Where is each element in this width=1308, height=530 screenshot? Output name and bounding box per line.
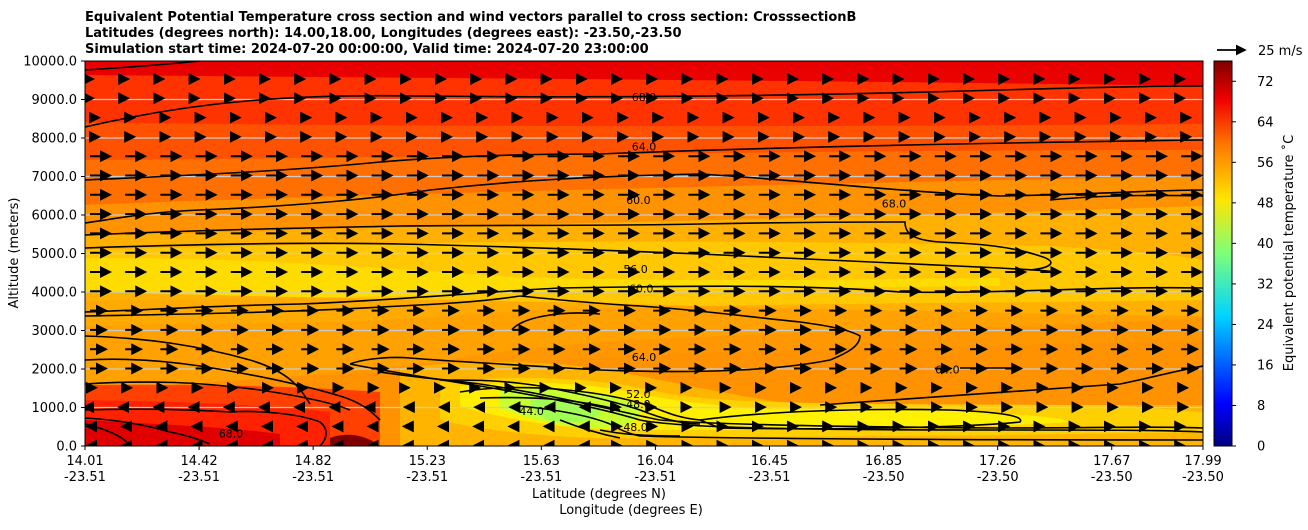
y-tick-label: 1000.0 xyxy=(32,401,78,416)
contour-label: 64.0 xyxy=(632,351,657,364)
y-tick-label: 5000.0 xyxy=(32,247,78,262)
x-tick-label-lat: 17.67 xyxy=(1093,454,1130,469)
wind-vectors xyxy=(85,73,1203,446)
colorbar-tick-label: 72 xyxy=(1257,75,1274,90)
x-tick-label-lat: 17.99 xyxy=(1184,454,1221,469)
contour-label: 48.0 xyxy=(623,421,648,434)
y-tick-label: 7000.0 xyxy=(32,170,78,185)
y-tick-label: 6000.0 xyxy=(32,209,78,224)
chart-title-line-2: Latitudes (degrees north): 14.00,18.00, … xyxy=(85,26,682,41)
x-tick-label-lon: -23.51 xyxy=(634,470,676,485)
x-tick-label-lon: -23.50 xyxy=(977,470,1019,485)
x-tick-label-lat: 16.85 xyxy=(865,454,902,469)
contour-label: 48.0 xyxy=(626,398,651,411)
contour-label-text: 64.0 xyxy=(935,363,960,376)
x-tick-label-lon: -23.51 xyxy=(292,470,334,485)
colorbar-gradient xyxy=(1213,60,1233,447)
contour-label: 68.0 xyxy=(219,428,244,441)
colorbar-tick-label: 64 xyxy=(1257,115,1274,130)
x-tick-label-lat: 14.01 xyxy=(66,454,103,469)
x-tick-label-lon: -23.51 xyxy=(178,470,220,485)
x-tick-label-lat: 15.63 xyxy=(523,454,560,469)
x-axis: 14.01-23.5114.42-23.5114.82-23.5115.23-2… xyxy=(64,446,1224,485)
x-tick-label-lat: 16.04 xyxy=(637,454,674,469)
y-tick-label: 3000.0 xyxy=(32,324,78,339)
y-tick-label: 8000.0 xyxy=(32,132,78,147)
contour-label-text: 68.0 xyxy=(219,428,244,441)
contour-label-text: 60.0 xyxy=(626,194,651,207)
y-tick-label: 10000.0 xyxy=(23,55,77,70)
contour-label-text: 64.0 xyxy=(632,140,657,153)
y-tick-label: 0.0 xyxy=(56,440,77,455)
contour-labels: 68.064.060.056.060.064.052.048.048.044.0… xyxy=(219,91,960,441)
contour-label-text: 48.0 xyxy=(623,421,648,434)
colorbar-tick-label: 8 xyxy=(1257,399,1265,414)
x-tick-label-lon: -23.51 xyxy=(749,470,791,485)
quiver-key-label: 25 m/s xyxy=(1258,44,1303,59)
x-tick-label-lon: -23.50 xyxy=(1182,470,1224,485)
contour-label: 64.0 xyxy=(632,140,657,153)
colorbar-tick-label: 48 xyxy=(1257,196,1274,211)
quiver-key: 25 m/s xyxy=(1217,44,1303,59)
contour-label: 68.0 xyxy=(882,198,907,211)
x-tick-label-lat: 16.45 xyxy=(751,454,788,469)
x-axis-label-latitude: Latitude (degrees N) xyxy=(532,487,666,502)
contour-label-text: 64.0 xyxy=(632,351,657,364)
x-tick-label-lat: 14.82 xyxy=(295,454,332,469)
x-tick-label-lon: -23.51 xyxy=(64,470,106,485)
x-axis-label-longitude: Longitude (degrees E) xyxy=(559,503,703,518)
y-axis: 0.0 1000.0 2000.0 3000.0 4000.0 5000.0 6000.0 7… xyxy=(23,55,85,455)
colorbar-tick-label: 56 xyxy=(1257,156,1274,171)
contour-label-text: 44.0 xyxy=(519,405,544,418)
colorbar-tick-label: 0 xyxy=(1257,440,1265,455)
filled-contours xyxy=(85,61,1203,446)
x-tick-label-lon: -23.51 xyxy=(520,470,562,485)
chart-title-line-1: Equivalent Potential Temperature cross s… xyxy=(85,10,856,25)
y-tick-label: 2000.0 xyxy=(32,363,78,378)
colorbar: 0 8 16 24 32 40 48 56 64 72 Equivalent potential … xyxy=(1213,60,1297,455)
colorbar-tick-label: 40 xyxy=(1257,237,1274,252)
contour-label-text: 48.0 xyxy=(626,398,651,411)
contour-label-text: 52.0 xyxy=(626,388,651,401)
y-axis-label: Altitude (meters) xyxy=(7,198,22,309)
y-tick-label: 9000.0 xyxy=(32,93,78,108)
y-tick-label: 4000.0 xyxy=(32,286,78,301)
x-tick-label-lon: -23.51 xyxy=(406,470,448,485)
contour-label-text: 56.0 xyxy=(623,263,648,276)
x-tick-label-lat: 14.42 xyxy=(180,454,217,469)
contour-label-text: 60.0 xyxy=(629,282,654,295)
contour-label: 60.0 xyxy=(626,194,651,207)
contour-label: 60.0 xyxy=(629,282,654,295)
contour-label-text: 68.0 xyxy=(632,91,657,104)
x-tick-label-lat: 17.26 xyxy=(979,454,1016,469)
x-tick-label-lon: -23.50 xyxy=(1091,470,1133,485)
x-tick-label-lon: -23.50 xyxy=(863,470,905,485)
x-tick-label-lat: 15.23 xyxy=(409,454,446,469)
chart-title-line-3: Simulation start time: 2024-07-20 00:00:… xyxy=(85,42,649,57)
colorbar-tick-label: 32 xyxy=(1257,277,1274,292)
colorbar-label: Equivalent potential temperature ˚C xyxy=(1281,135,1297,371)
contour-label: 44.0 xyxy=(519,405,544,418)
contour-label: 68.0 xyxy=(632,91,657,104)
colorbar-tick-label: 24 xyxy=(1257,318,1274,333)
contour-label: 56.0 xyxy=(623,263,648,276)
contour-label: 64.0 xyxy=(935,363,960,376)
contour-label-text: 68.0 xyxy=(882,198,907,211)
colorbar-tick-label: 16 xyxy=(1257,358,1274,373)
contour-label: 52.0 xyxy=(626,388,651,401)
colorbar-ticks: 0 8 16 24 32 40 48 56 64 72 xyxy=(1232,75,1274,455)
